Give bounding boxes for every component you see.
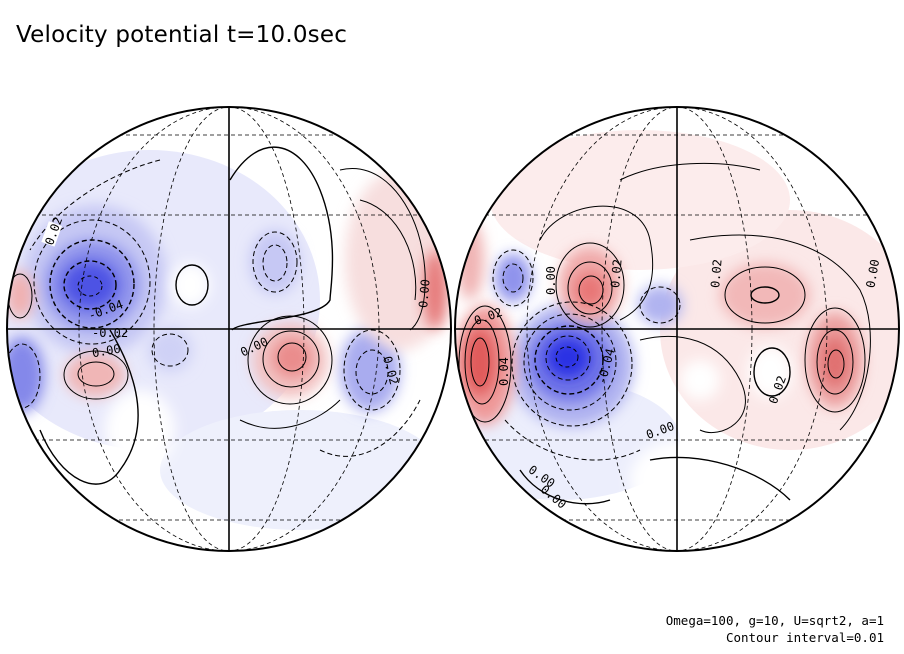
contour-label: 0.00 bbox=[91, 341, 122, 360]
contour-label: 0.02 bbox=[708, 259, 724, 289]
contour-label: 0.04 bbox=[497, 357, 511, 386]
parameters-note: Omega=100, g=10, U=sqrt2, a=1 bbox=[665, 613, 884, 628]
plot-title: Velocity potential t=10.0sec bbox=[16, 22, 348, 48]
right-hemisphere: 0.00 0.02 0.02 0.00 0.02 -0.04 0.00 0.02… bbox=[454, 106, 900, 552]
contour-label: 0.00 bbox=[863, 258, 882, 289]
left-hemisphere: 0.02 -0.04 -0.02 0.00 0.00 0.00 0.02 bbox=[6, 106, 452, 552]
contour-label: -0.02 bbox=[92, 326, 128, 340]
contour-label: 0.00 bbox=[544, 266, 558, 295]
contour-interval-note: Contour interval=0.01 bbox=[725, 630, 884, 645]
contour-label: 0.02 bbox=[608, 259, 624, 289]
contour-label: 0.00 bbox=[416, 279, 432, 309]
